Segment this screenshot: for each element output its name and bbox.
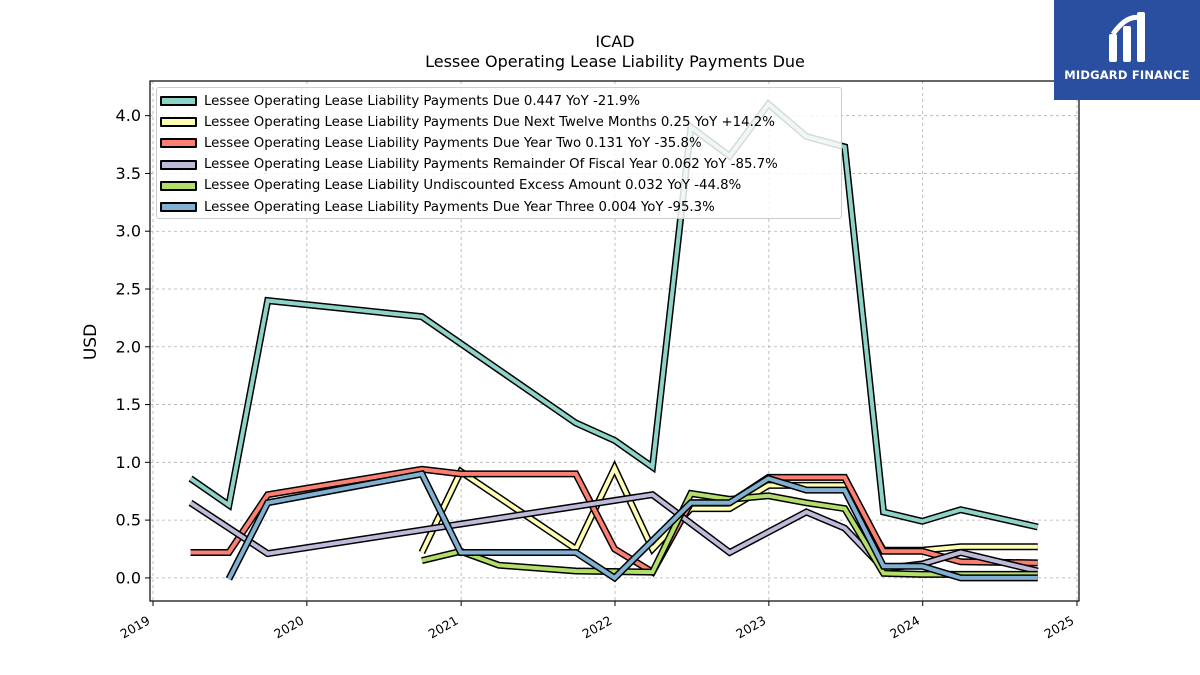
y-tick-label: 0.5	[116, 511, 141, 530]
x-tick-label: 2025	[1041, 613, 1076, 642]
series-outline	[225, 469, 1038, 583]
legend-swatch	[160, 117, 197, 128]
y-tick-label: 1.5	[116, 395, 141, 414]
legend-item: Lessee Operating Lease Liability Undisco…	[160, 177, 741, 195]
midgard-finance-logo: MIDGARD FINANCE	[1054, 0, 1200, 100]
x-tick-label: 2022	[579, 613, 614, 642]
series-line-5	[421, 489, 1038, 578]
legend-swatch	[160, 159, 197, 170]
legend-item: Lessee Operating Lease Liability Payment…	[160, 113, 775, 131]
legend-label: Lessee Operating Lease Liability Payment…	[204, 114, 775, 130]
series-line	[421, 491, 1038, 577]
chart-legend: Lessee Operating Lease Liability Payment…	[156, 87, 842, 219]
x-tick-label: 2024	[887, 613, 922, 642]
chart-title: ICAD	[595, 32, 635, 51]
midgard-logo-mark-icon	[1109, 12, 1145, 62]
chart-subtitle: Lessee Operating Lease Liability Payment…	[425, 52, 805, 71]
legend-swatch	[160, 180, 197, 191]
legend-label: Lessee Operating Lease Liability Payment…	[204, 157, 778, 173]
legend-item: Lessee Operating Lease Liability Payment…	[160, 92, 640, 110]
legend-item: Lessee Operating Lease Liability Payment…	[160, 156, 778, 174]
x-tick-label: 2023	[733, 613, 768, 642]
x-tick-label: 2019	[117, 613, 152, 642]
series-line	[227, 471, 1038, 581]
legend-item: Lessee Operating Lease Liability Payment…	[160, 134, 702, 152]
legend-label: Lessee Operating Lease Liability Payment…	[204, 135, 702, 151]
legend-swatch	[160, 202, 197, 212]
x-tick-label: 2020	[271, 613, 306, 642]
series-line	[189, 492, 1039, 573]
y-axis-label: USD	[81, 324, 101, 360]
legend-swatch	[160, 96, 197, 106]
y-tick-label: 2.0	[116, 337, 141, 356]
series-line-4	[188, 491, 1039, 575]
logo-text: MIDGARD FINANCE	[1064, 68, 1190, 82]
legend-label: Lessee Operating Lease Liability Payment…	[204, 93, 641, 109]
legend-swatch	[160, 138, 197, 149]
y-tick-label: 0.0	[116, 568, 141, 587]
y-tick-label: 3.0	[116, 222, 141, 241]
series-line-6	[225, 469, 1038, 583]
legend-label: Lessee Operating Lease Liability Undisco…	[204, 178, 742, 194]
y-tick-label: 1.0	[116, 453, 141, 472]
plot-frame	[149, 80, 1080, 602]
series-outline	[188, 491, 1039, 575]
y-tick-label: 4.0	[116, 106, 141, 125]
x-tick-label: 2021	[426, 613, 461, 642]
legend-label: Lessee Operating Lease Liability Payment…	[204, 199, 715, 215]
legend-item: Lessee Operating Lease Liability Payment…	[160, 198, 715, 216]
y-tick-label: 3.5	[116, 164, 141, 183]
series-layer	[188, 99, 1039, 583]
series-line-2	[418, 459, 1038, 556]
y-tick-label: 2.5	[116, 280, 141, 299]
